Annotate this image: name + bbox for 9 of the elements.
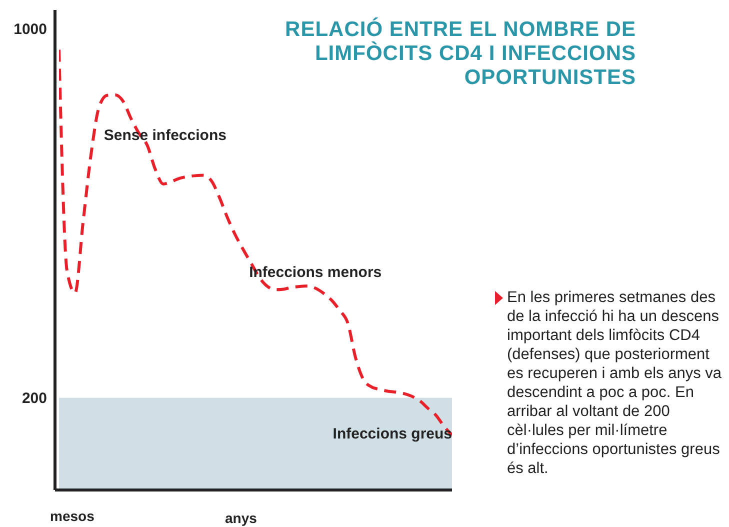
y-tick-label: 1000 (14, 20, 47, 38)
annotation: Sense infeccions (104, 126, 226, 144)
text: En les primeres setmanes des de la infecció hi ha un descens important dels limfòcits CD4 (defenses) que posteriorment es recuperen i amb els anys va descendint a poc a poc. En arribar al voltant de 200 cèl·lules per mil·límetre d’infeccions oportunistes greus és alt. (507, 289, 722, 477)
text: mesos (50, 508, 96, 524)
annotation: Infeccions menors (249, 264, 382, 282)
text: RELACIÓ ENTRE EL NOMBRE DE LIMFÒCITS CD4 I INFECCIONS OPORTUNISTES (284, 18, 636, 90)
y-tick-label: 200 (22, 390, 47, 408)
band-label: Infeccions greus (332, 425, 452, 442)
text: anys (225, 510, 258, 526)
